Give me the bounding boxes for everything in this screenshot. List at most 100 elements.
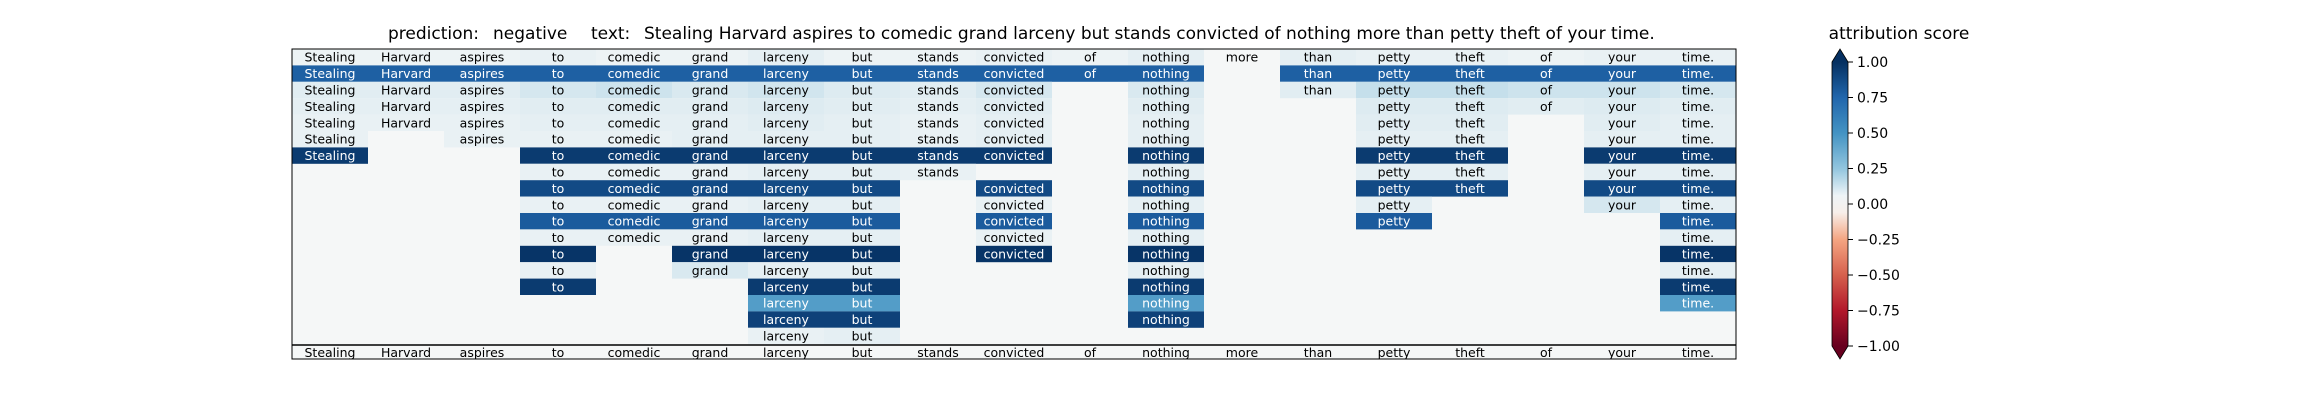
token-label-r1-c16: of — [1540, 66, 1553, 81]
token-label-r4-c7: but — [852, 115, 873, 130]
token-label-r9-c18: time. — [1682, 197, 1714, 212]
heatmap-cell-r10-c9 — [976, 213, 1052, 230]
heatmap-cell-r13-c6 — [748, 262, 824, 279]
heatmap-frame — [291, 48, 1737, 360]
token-label-r1-c7: but — [852, 66, 873, 81]
heatmap-cell-r1-c7 — [824, 65, 900, 82]
token-label-r1-c3: to — [552, 66, 565, 81]
token-label-r8-c11: nothing — [1142, 181, 1190, 196]
heatmap-cell-r1-c2 — [444, 65, 520, 82]
x-tick-label-17: your — [1608, 345, 1637, 360]
token-label-r11-c11: nothing — [1142, 230, 1190, 245]
token-label-r3-c16: of — [1540, 99, 1553, 114]
token-label-r5-c0: Stealing — [305, 132, 356, 147]
token-label-r17-c6: larceny — [763, 329, 809, 344]
heatmap-cell-r12-c7 — [824, 245, 900, 263]
heatmap-cell-r9-c17 — [1584, 196, 1660, 213]
token-label-r0-c11: nothing — [1142, 50, 1190, 65]
heatmap-cell-r12-c11 — [1128, 245, 1204, 263]
heatmap-cells — [292, 49, 1736, 345]
heatmap-cell-r8-c9 — [976, 180, 1052, 197]
x-tick-label-6: larceny — [763, 345, 809, 360]
token-label-r7-c6: larceny — [763, 165, 809, 180]
heatmap-cell-r3-c18 — [1660, 98, 1736, 115]
heatmap-cell-r2-c17 — [1584, 81, 1660, 99]
token-label-r12-c18: time. — [1682, 247, 1714, 262]
token-label-r12-c3: to — [552, 247, 565, 262]
heatmap-cell-r1-c17 — [1584, 65, 1660, 82]
heatmap-cell-r2-c4 — [596, 81, 672, 99]
token-label-r2-c9: convicted — [984, 83, 1045, 98]
token-label-r7-c14: petty — [1378, 165, 1411, 180]
token-label-r6-c7: but — [852, 148, 873, 163]
heatmap-cell-r4-c17 — [1584, 114, 1660, 131]
heatmap-cell-r2-c13 — [1280, 81, 1356, 99]
heatmap-cell-r8-c18 — [1660, 180, 1736, 197]
heatmap-cell-r6-c15 — [1432, 147, 1508, 164]
token-label-r8-c9: convicted — [984, 181, 1045, 196]
heatmap-cell-r9-c7 — [824, 196, 900, 213]
heatmap-cell-r13-c3 — [520, 262, 596, 279]
heatmap-cell-r4-c18 — [1660, 114, 1736, 131]
token-label-r2-c15: theft — [1455, 83, 1485, 98]
heatmap-cell-r3-c3 — [520, 98, 596, 115]
token-label-r1-c13: than — [1304, 66, 1332, 81]
token-label-r6-c11: nothing — [1142, 148, 1190, 163]
heatmap-cell-r2-c8 — [900, 81, 976, 99]
heatmap-cell-r1-c14 — [1356, 65, 1432, 82]
token-label-r5-c7: but — [852, 132, 873, 147]
token-label-r3-c11: nothing — [1142, 99, 1190, 114]
token-label-r6-c14: petty — [1378, 148, 1411, 163]
heatmap-cell-r10-c6 — [748, 213, 824, 230]
token-label-r3-c7: but — [852, 99, 873, 114]
heatmap-cell-r12-c6 — [748, 245, 824, 263]
token-label-r4-c9: convicted — [984, 115, 1045, 130]
token-label-r7-c17: your — [1608, 165, 1637, 180]
heatmap-cell-r2-c15 — [1432, 81, 1508, 99]
token-label-r2-c3: to — [552, 83, 565, 98]
heatmap-cell-r5-c8 — [900, 131, 976, 148]
heatmap-cell-r0-c6 — [748, 49, 824, 66]
token-label-r6-c15: theft — [1455, 148, 1485, 163]
token-label-r4-c15: theft — [1455, 115, 1485, 130]
token-label-r3-c3: to — [552, 99, 565, 114]
token-label-r9-c14: petty — [1378, 197, 1411, 212]
x-tick-label-16: of — [1540, 345, 1553, 360]
heatmap-cell-r6-c17 — [1584, 147, 1660, 164]
token-label-r7-c5: grand — [692, 165, 729, 180]
token-label-r6-c3: to — [552, 148, 565, 163]
token-label-r5-c4: comedic — [608, 132, 661, 147]
heatmap-cell-r0-c8 — [900, 49, 976, 66]
token-label-r4-c5: grand — [692, 115, 729, 130]
token-label-r1-c18: time. — [1682, 66, 1714, 81]
token-label-r4-c4: comedic — [608, 115, 661, 130]
token-label-r8-c17: your — [1608, 181, 1637, 196]
token-label-r6-c8: stands — [917, 148, 958, 163]
token-label-r9-c11: nothing — [1142, 197, 1190, 212]
token-label-r9-c3: to — [552, 197, 565, 212]
heatmap-cell-r0-c16 — [1508, 49, 1584, 66]
heatmap-cell-r7-c8 — [900, 163, 976, 181]
token-label-r3-c18: time. — [1682, 99, 1714, 114]
token-label-r2-c18: time. — [1682, 83, 1714, 98]
heatmap-cell-r9-c9 — [976, 196, 1052, 213]
token-label-r11-c9: convicted — [984, 230, 1045, 245]
heatmap-cell-r12-c3 — [520, 245, 596, 263]
token-label-r13-c11: nothing — [1142, 263, 1190, 278]
token-label-r10-c11: nothing — [1142, 214, 1190, 229]
token-label-r10-c3: to — [552, 214, 565, 229]
token-label-r4-c18: time. — [1682, 115, 1714, 130]
heatmap-cell-r13-c5 — [672, 262, 748, 279]
token-label-r5-c14: petty — [1378, 132, 1411, 147]
token-label-r10-c5: grand — [692, 214, 729, 229]
heatmap-cell-r7-c7 — [824, 163, 900, 181]
heatmap-cell-r2-c16 — [1508, 81, 1584, 99]
heatmap-cell-r4-c9 — [976, 114, 1052, 131]
token-label-r14-c6: larceny — [763, 279, 809, 294]
heatmap-cell-r5-c15 — [1432, 131, 1508, 148]
heatmap-cell-r4-c8 — [900, 114, 976, 131]
x-tick-label-9: convicted — [984, 345, 1045, 360]
token-label-r0-c7: but — [852, 50, 873, 65]
token-label-r2-c1: Harvard — [381, 83, 431, 98]
heatmap-cell-r0-c5 — [672, 49, 748, 66]
